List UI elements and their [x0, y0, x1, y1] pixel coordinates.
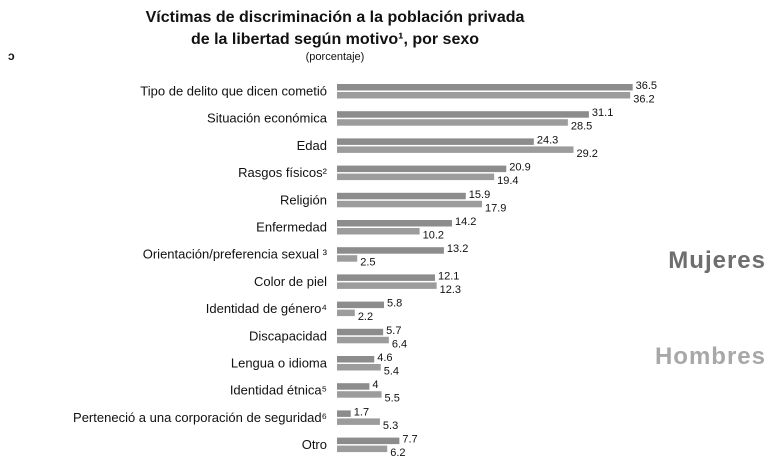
- value-label-hombres: 17.9: [485, 202, 506, 214]
- category-label: Perteneció a una corporación de segurida…: [73, 410, 327, 425]
- chart-title-line1: Víctimas de discriminación a la població…: [146, 9, 525, 26]
- bar-row: Rasgos físicos² 20.919.4: [238, 162, 531, 188]
- bar-row: Otro 7.76.2: [302, 434, 418, 460]
- value-label-hombres: 2.2: [358, 311, 373, 323]
- bar-hombres: [337, 146, 574, 153]
- bar-mujeres: [337, 111, 589, 118]
- value-label-mujeres: 4.6: [377, 352, 392, 364]
- legend-hombres: Hombres: [655, 343, 766, 370]
- value-label-hombres: 29.2: [577, 148, 598, 160]
- bar-hombres: [337, 92, 631, 99]
- value-label-hombres: 5.4: [384, 366, 399, 378]
- value-label-mujeres: 13.2: [447, 243, 468, 255]
- bar-rows: Tipo de delito que dicen cometió 36.5 36.2…: [73, 80, 657, 459]
- value-label-hombres: 12.3: [440, 284, 461, 296]
- bar-mujeres: [337, 138, 534, 145]
- bar-row: Color de piel 12.1 12.3: [254, 270, 461, 296]
- chart-title-line2: de la libertad según motivo¹, por sexo: [191, 31, 479, 48]
- value-label-mujeres: 1.7: [354, 406, 369, 418]
- bar-row: Identidad étnica⁵ 4 5.5: [230, 379, 400, 405]
- bar-row: Perteneció a una corporación de segurida…: [73, 406, 398, 432]
- bar-mujeres: [337, 328, 384, 336]
- bar-mujeres: [337, 383, 370, 390]
- value-label-hombres: 36.2: [633, 94, 654, 106]
- category-label: Otro: [302, 437, 327, 452]
- bar-row: Tipo de delito que dicen cometió 36.5 36.2: [140, 80, 657, 106]
- category-label: Orientación/preferencia sexual ³: [143, 247, 328, 262]
- category-label: Color de piel: [254, 274, 327, 289]
- value-label-mujeres: 4: [372, 379, 378, 391]
- bar-hombres: [337, 364, 381, 371]
- value-label-mujeres: 5.7: [386, 325, 401, 337]
- value-label-mujeres: 14.2: [455, 216, 476, 228]
- value-label-mujeres: 5.8: [387, 298, 402, 310]
- bar-hombres: [337, 309, 355, 317]
- category-label: Situación económica: [207, 111, 328, 126]
- value-label-mujeres: 20.9: [509, 162, 530, 174]
- value-label-hombres: 10.2: [423, 230, 444, 242]
- bar-hombres: [337, 200, 482, 208]
- bar-mujeres: [337, 165, 507, 173]
- bar-mujeres: [337, 220, 453, 227]
- category-label: Lengua o idioma: [231, 356, 328, 371]
- value-label-hombres: 5.3: [383, 420, 398, 432]
- bar-hombres: [337, 119, 568, 126]
- value-label-hombres: 6.4: [392, 338, 407, 350]
- value-label-mujeres: 7.7: [402, 434, 417, 446]
- category-label: Tipo de delito que dicen cometió: [140, 84, 327, 99]
- bar-hombres: [337, 255, 358, 262]
- bar-row: Religión 15.917.9: [280, 189, 506, 215]
- value-label-hombres: 19.4: [497, 175, 518, 187]
- category-label: Edad: [297, 138, 327, 153]
- category-label: Identidad de género⁴: [206, 301, 327, 316]
- category-label: Enfermedad: [256, 220, 327, 235]
- bar-mujeres: [337, 437, 400, 445]
- category-label: Rasgos físicos²: [238, 165, 328, 180]
- bar-mujeres: [337, 192, 466, 200]
- value-label-mujeres: 15.9: [469, 189, 490, 201]
- bar-row: Enfermedad 14.2 10.2: [256, 216, 476, 242]
- bar-hombres: [337, 391, 382, 398]
- bar-hombres: [337, 282, 437, 289]
- bar-hombres: [337, 336, 389, 344]
- bar-hombres: [337, 228, 420, 235]
- bar-hombres: [337, 173, 495, 181]
- value-label-mujeres: 31.1: [592, 107, 613, 119]
- bar-row: Orientación/preferencia sexual ³ 13.2 2.5: [143, 243, 469, 269]
- bar-hombres: [337, 445, 388, 453]
- value-label-mujeres: 12.1: [438, 270, 459, 282]
- bar-mujeres: [337, 410, 351, 417]
- value-label-mujeres: 24.3: [537, 134, 558, 146]
- category-label: Identidad étnica⁵: [230, 383, 327, 398]
- bar-hombres: [337, 418, 380, 425]
- bar-mujeres: [337, 356, 375, 363]
- bar-mujeres: [337, 301, 384, 309]
- chart-subtitle: (porcentaje): [306, 51, 365, 63]
- bar-row: Identidad de género⁴ 5.8 2.2: [206, 298, 403, 324]
- value-label-hombres: 2.5: [360, 257, 375, 269]
- bar-mujeres: [337, 84, 633, 91]
- bar-row: Situación económica 31.128.5: [207, 107, 613, 133]
- category-label: Religión: [280, 192, 327, 207]
- value-label-hombres: 5.5: [385, 393, 400, 405]
- bar-row: Lengua o idioma 4.6 5.4: [231, 352, 399, 378]
- value-label-hombres: 6.2: [390, 447, 405, 459]
- side-mark: ɔ: [8, 49, 15, 63]
- bar-row: Discapacidad 5.76.4: [249, 325, 407, 351]
- category-label: Discapacidad: [249, 328, 327, 343]
- value-label-mujeres: 36.5: [636, 80, 657, 92]
- bar-mujeres: [337, 274, 436, 281]
- bar-row: Edad 24.3 29.2: [297, 134, 598, 160]
- value-label-hombres: 28.5: [571, 121, 592, 133]
- bar-mujeres: [337, 247, 444, 254]
- legend-mujeres: Mujeres: [668, 247, 766, 274]
